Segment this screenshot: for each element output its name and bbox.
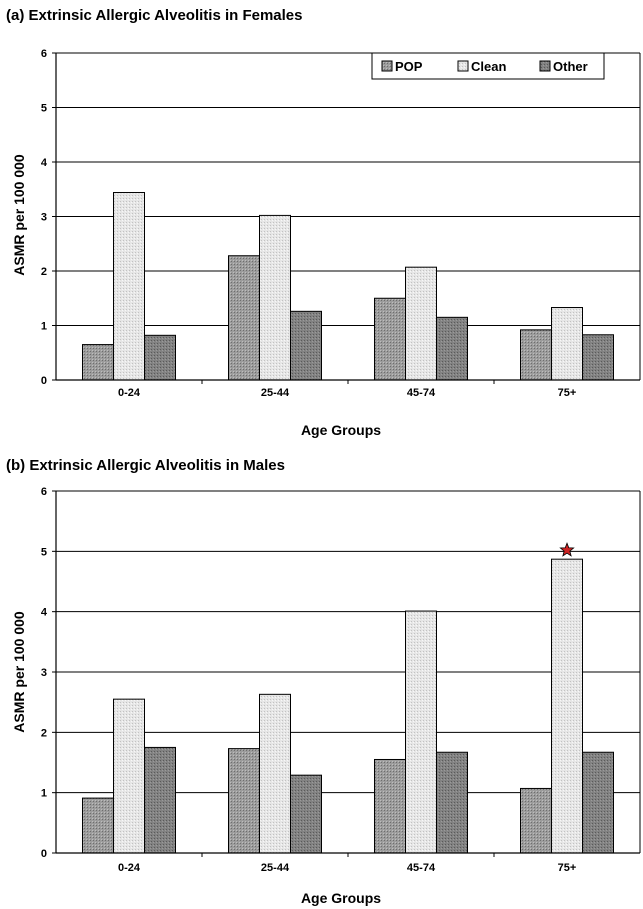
y-tick-label: 3 — [41, 667, 47, 679]
legend-swatch-clean — [457, 60, 469, 72]
y-tick-label: 5 — [41, 103, 47, 115]
bar-pop-0-24 — [82, 797, 114, 854]
y-tick-label: 2 — [41, 266, 47, 278]
bar-other-75 — [582, 751, 614, 854]
bar-clean-45-74 — [405, 610, 437, 854]
legend-label-pop: POP — [395, 59, 423, 74]
chart-a-legend: POP Clean Other — [371, 52, 605, 80]
bar-clean-45-74 — [405, 266, 437, 381]
chart-b-title: (b) Extrinsic Allergic Alveolitis in Mal… — [6, 457, 285, 474]
star-icon — [559, 542, 575, 557]
y-tick-label: 3 — [41, 212, 47, 224]
bar-other-0-24 — [144, 334, 176, 381]
y-tick-label: 0 — [41, 375, 47, 387]
x-tick-label: 25-44 — [261, 387, 290, 399]
bar-pop-0-24 — [82, 344, 114, 381]
chart-a-y-axis-label: ASMR per 100 000 — [11, 154, 27, 276]
legend-box — [371, 52, 605, 80]
y-tick-label: 4 — [41, 157, 48, 169]
chart-a-title: (a) Extrinsic Allergic Alveolitis in Fem… — [6, 7, 303, 24]
chart-a-gridlines — [56, 52, 640, 326]
bar-other-45-74 — [436, 316, 468, 381]
y-tick-label: 0 — [41, 848, 47, 860]
chart-a-axes — [52, 52, 641, 384]
bar-pop-75 — [520, 787, 552, 854]
y-tick-label: 2 — [41, 727, 47, 739]
x-tick-label: 75+ — [558, 862, 577, 874]
chart-b-y-tick-labels: 0 1 2 3 4 5 6 — [41, 486, 48, 860]
legend-swatch-other — [539, 60, 551, 72]
legend-label-clean: Clean — [471, 59, 506, 74]
bar-clean-75 — [551, 558, 583, 854]
legend-swatch-pop — [381, 60, 393, 72]
bar-other-25-44 — [290, 774, 322, 854]
bar-clean-0-24 — [113, 698, 145, 854]
chart-b-axes — [52, 490, 641, 857]
y-tick-label: 6 — [41, 48, 47, 60]
y-tick-label: 6 — [41, 486, 47, 498]
chart-b-x-axis-label: Age Groups — [301, 890, 381, 906]
x-tick-label: 0-24 — [118, 862, 141, 874]
chart-a-y-tick-labels: 0 1 2 3 4 5 6 — [41, 48, 48, 387]
bar-clean-25-44 — [259, 693, 291, 854]
chart-b: (b) Extrinsic Allergic Alveolitis in Mal… — [6, 457, 641, 906]
x-tick-label: 0-24 — [118, 387, 141, 399]
x-tick-label: 45-74 — [407, 387, 436, 399]
bar-pop-25-44 — [228, 748, 260, 854]
bar-pop-75 — [520, 329, 552, 381]
bar-other-75 — [582, 334, 614, 381]
x-tick-label: 75+ — [558, 387, 577, 399]
bar-other-45-74 — [436, 751, 468, 854]
bar-pop-25-44 — [228, 255, 260, 381]
x-tick-label: 25-44 — [261, 862, 290, 874]
bar-clean-75 — [551, 307, 583, 381]
chart-b-bars — [82, 558, 614, 854]
chart-b-x-tick-labels: 0-24 25-44 45-74 75+ — [118, 862, 576, 874]
chart-b-y-axis-label: ASMR per 100 000 — [11, 611, 27, 733]
bar-pop-45-74 — [374, 297, 406, 381]
chart-a: (a) Extrinsic Allergic Alveolitis in Fem… — [6, 7, 641, 438]
bar-pop-45-74 — [374, 758, 406, 854]
bar-clean-25-44 — [259, 214, 291, 381]
bar-other-25-44 — [290, 310, 322, 381]
chart-a-x-tick-labels: 0-24 25-44 45-74 75+ — [118, 387, 576, 399]
chart-b-annotations — [559, 542, 575, 557]
chart-a-x-axis-label: Age Groups — [301, 422, 381, 438]
legend-label-other: Other — [553, 59, 588, 74]
y-tick-label: 4 — [41, 607, 48, 619]
y-tick-label: 5 — [41, 546, 47, 558]
bar-clean-0-24 — [113, 192, 145, 381]
y-tick-label: 1 — [41, 321, 47, 333]
x-tick-label: 45-74 — [407, 862, 436, 874]
bar-other-0-24 — [144, 746, 176, 854]
y-tick-label: 1 — [41, 788, 47, 800]
chart-a-bars — [82, 192, 614, 381]
